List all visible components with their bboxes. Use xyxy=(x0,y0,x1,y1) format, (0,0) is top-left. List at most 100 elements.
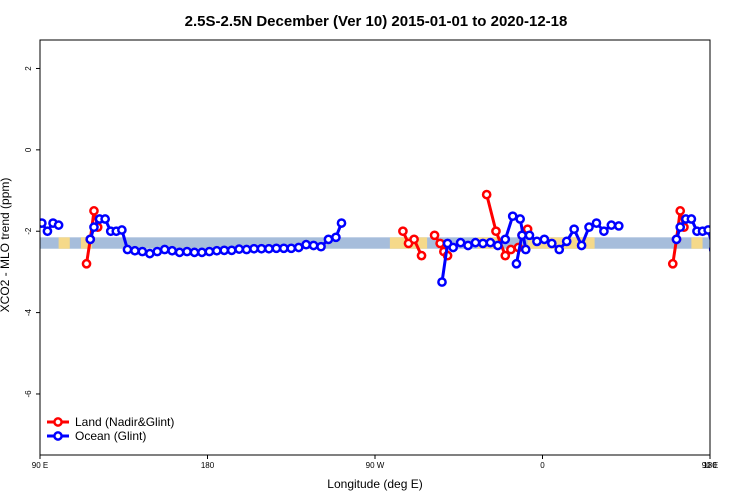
data-point xyxy=(546,238,557,249)
data-point xyxy=(463,240,473,251)
data-point xyxy=(167,245,177,256)
data-point xyxy=(429,230,440,241)
data-point xyxy=(286,243,297,254)
legend-entry: Ocean (Glint) xyxy=(47,429,146,443)
legend-marker xyxy=(53,417,63,427)
data-point xyxy=(226,245,237,256)
y-tick-label: -6 xyxy=(24,390,33,398)
land-band-segment xyxy=(744,237,750,248)
data-point xyxy=(249,243,259,254)
data-point xyxy=(671,234,682,245)
data-point xyxy=(197,247,207,258)
data-point xyxy=(718,247,725,254)
data-point xyxy=(500,234,511,245)
x-tick-label: 180 xyxy=(201,461,215,470)
data-point xyxy=(42,226,53,237)
data-point xyxy=(470,237,481,248)
data-point xyxy=(517,230,527,241)
data-point xyxy=(271,243,282,254)
x-tick-label: 0 xyxy=(540,461,545,470)
data-point xyxy=(323,234,334,245)
x-tick-label: 90 E xyxy=(32,461,48,470)
data-point xyxy=(53,220,64,230)
data-point xyxy=(675,206,686,216)
land-band-segment xyxy=(691,237,703,249)
data-point xyxy=(89,222,99,233)
data-point xyxy=(137,246,148,257)
data-point xyxy=(234,244,244,254)
data-point xyxy=(599,226,609,237)
data-point xyxy=(703,225,710,235)
series-land xyxy=(81,189,689,269)
data-point xyxy=(159,244,170,255)
data-point xyxy=(81,258,92,269)
data-point xyxy=(122,244,133,255)
data-point xyxy=(532,236,542,247)
x-tick-label: 90 E xyxy=(702,461,718,470)
y-tick-label: 2 xyxy=(24,66,33,71)
x-tick-label: 180 xyxy=(703,461,717,470)
data-point xyxy=(732,250,739,257)
data-point xyxy=(416,250,427,261)
data-point xyxy=(278,243,289,254)
reference-band xyxy=(40,237,710,249)
data-point xyxy=(182,246,192,257)
data-point xyxy=(152,246,163,257)
data-point xyxy=(506,244,516,255)
data-point xyxy=(740,248,747,255)
data-point xyxy=(686,214,697,224)
data-point xyxy=(316,241,326,252)
data-point xyxy=(189,247,200,258)
data-point xyxy=(507,211,518,222)
data-point xyxy=(478,238,488,249)
land-band-segment xyxy=(527,237,595,249)
data-point xyxy=(174,247,185,258)
data-point xyxy=(293,242,304,253)
data-point xyxy=(219,245,230,256)
data-point xyxy=(144,248,155,259)
legend-label: Ocean (Glint) xyxy=(75,429,146,443)
legend-entry: Land (Nadir&Glint) xyxy=(47,415,174,429)
data-point xyxy=(491,226,501,237)
data-point xyxy=(301,239,311,250)
data-point xyxy=(85,234,96,245)
y-tick-label: -2 xyxy=(24,227,33,235)
data-point xyxy=(448,242,459,253)
data-point xyxy=(100,214,110,224)
data-point xyxy=(492,240,503,251)
y-axis: 2 0 -2 -4 -6 xyxy=(24,66,40,398)
data-point xyxy=(667,258,678,269)
data-point xyxy=(725,248,732,255)
series-ocean xyxy=(40,211,747,287)
data-point xyxy=(569,224,579,235)
data-point xyxy=(204,246,215,257)
data-point xyxy=(500,250,511,261)
data-point xyxy=(539,234,550,245)
data-point xyxy=(455,237,466,248)
land-band-segment xyxy=(58,237,70,249)
data-point xyxy=(708,246,710,253)
data-point xyxy=(606,220,617,230)
y-tick-label: 0 xyxy=(24,147,33,152)
data-point xyxy=(264,243,274,254)
data-point xyxy=(520,244,531,255)
legend-label: Land (Nadir&Glint) xyxy=(75,415,174,429)
data-point xyxy=(554,244,565,255)
data-point xyxy=(211,245,222,256)
data-point xyxy=(130,245,140,256)
data-point xyxy=(485,237,496,248)
data-point xyxy=(511,258,522,269)
data-point xyxy=(398,226,408,237)
land-band-segment xyxy=(80,237,93,249)
legend-marker xyxy=(53,431,63,441)
data-point xyxy=(331,232,341,243)
data-point xyxy=(40,218,47,228)
data-point xyxy=(241,244,252,255)
y-axis-label: XCO2 - MLO trend (ppm) xyxy=(0,178,12,313)
x-tick-label: 90 W xyxy=(366,461,385,470)
data-point xyxy=(336,218,347,228)
data-point xyxy=(524,230,535,241)
data-point xyxy=(435,238,445,249)
data-point xyxy=(481,189,492,200)
